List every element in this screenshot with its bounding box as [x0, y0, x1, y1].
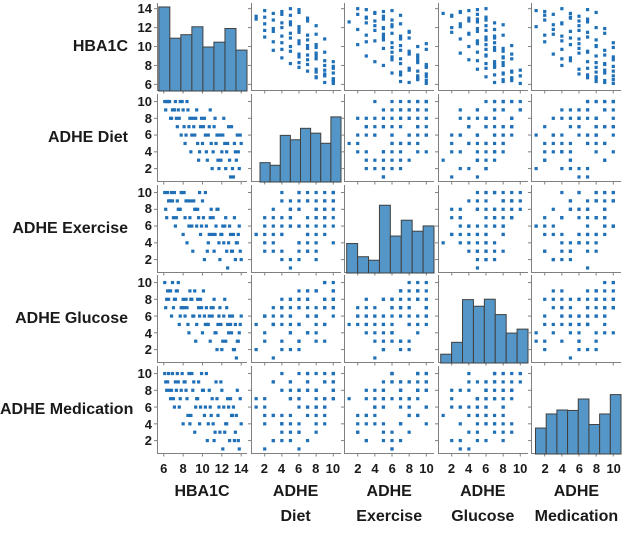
y-tick-label-exercise-8: 8 [144, 201, 152, 217]
x-tick-label-glucose-4: 4 [465, 461, 473, 476]
x-tick-label-exercise-10: 10 [419, 461, 434, 476]
x-tick-label-medication-8: 8 [592, 461, 601, 476]
scatter-panel-exercise-diet [247, 184, 341, 276]
x-tick-label-hba1c-6: 6 [160, 461, 168, 476]
y-tick-label-glucose-6: 6 [144, 308, 152, 324]
y-tick-label-exercise-4: 4 [144, 234, 152, 250]
scatter-panel-glucose-medication [528, 275, 622, 366]
row-label-glucose: ADHE Glucose [15, 310, 128, 328]
y-tick-label-diet-4: 4 [144, 144, 152, 160]
scatter-panel-exercise-glucose [434, 184, 528, 276]
histogram-panel-hba1c-hba1c [154, 3, 248, 94]
x-tick-label-hba1c-12: 12 [214, 461, 230, 476]
y-tick-label-exercise-6: 6 [144, 218, 152, 234]
x-tick-label-exercise-6: 6 [388, 461, 396, 476]
row-label-diet: ADHE Diet [47, 128, 128, 146]
y-tick-label-hba1c-6: 6 [144, 76, 152, 92]
x-tick-label-medication-6: 6 [575, 461, 584, 476]
row-label-exercise: ADHE Exercise [12, 219, 128, 237]
y-tick-label-hba1c-10: 10 [137, 39, 152, 55]
scatter-panel-hba1c-medication [528, 3, 622, 94]
x-tick-label-medication-4: 4 [558, 461, 566, 476]
scatter-panel-glucose-hba1c [154, 275, 247, 366]
x-tick-label-glucose-10: 10 [512, 461, 528, 476]
x-tick-label-hba1c-14: 14 [233, 461, 249, 476]
scatter-panel-exercise-hba1c [154, 184, 247, 276]
y-tick-label-diet-2: 2 [144, 160, 152, 176]
x-tick-label-medication-2: 2 [541, 461, 549, 476]
y-tick-label-diet-8: 8 [144, 110, 152, 126]
scatter-panel-medication-diet [247, 366, 341, 457]
col-title-glucose-line2: Glucose [451, 508, 515, 525]
scatter-panel-medication-exercise [341, 366, 435, 457]
x-tick-label-exercise-4: 4 [371, 461, 379, 476]
x-tick-label-exercise-8: 8 [405, 461, 413, 476]
y-tick-label-medication-2: 2 [144, 433, 152, 449]
scatter-panel-exercise-medication [528, 184, 622, 276]
y-tick-label-glucose-8: 8 [144, 292, 152, 308]
scatter-panel-hba1c-glucose [434, 3, 528, 94]
y-tick-label-medication-10: 10 [137, 366, 152, 382]
y-tick-label-diet-6: 6 [144, 127, 152, 143]
y-tick-label-glucose-2: 2 [144, 342, 152, 358]
scatter-panel-medication-hba1c [154, 366, 247, 457]
scatter-panel-diet-hba1c [154, 93, 247, 185]
row-label-medication: ADHE Medication [0, 401, 134, 419]
col-title-exercise-line2: Exercise [356, 508, 423, 525]
y-tick-label-medication-8: 8 [144, 383, 152, 398]
histogram-panel-medication-medication [528, 366, 622, 457]
x-tick-label-diet-6: 6 [294, 461, 303, 476]
y-tick-label-hba1c-8: 8 [144, 57, 152, 73]
x-tick-label-diet-4: 4 [277, 461, 286, 476]
x-tick-label-diet-10: 10 [325, 461, 341, 476]
x-tick-label-hba1c-8: 8 [179, 461, 187, 476]
x-tick-label-glucose-8: 8 [499, 461, 507, 476]
y-tick-label-exercise-2: 2 [144, 251, 152, 267]
y-tick-label-glucose-10: 10 [137, 275, 152, 291]
row-label-hba1c: HBA1C [72, 38, 128, 55]
scatter-panel-hba1c-diet [247, 3, 341, 94]
col-title-exercise-line1: ADHE [366, 483, 412, 500]
y-tick-label-hba1c-12: 12 [137, 20, 152, 36]
x-tick-label-hba1c-10: 10 [195, 461, 210, 476]
scatter-panel-hba1c-exercise [341, 3, 435, 94]
y-tick-label-diet-10: 10 [137, 93, 152, 109]
col-title-diet-line1: ADHE [272, 483, 319, 500]
histogram-panel-exercise-exercise [341, 184, 435, 276]
y-tick-label-medication-4: 4 [144, 416, 152, 432]
scatter-panel-diet-medication [528, 93, 622, 185]
scatter-panel-diet-glucose [434, 93, 528, 185]
x-tick-label-diet-2: 2 [260, 461, 268, 476]
histogram-panel-glucose-glucose [434, 275, 529, 366]
x-tick-label-medication-10: 10 [606, 461, 621, 476]
scatter-panel-glucose-exercise [341, 275, 435, 366]
scatter-panel-glucose-diet [247, 275, 341, 366]
scatter-panel-medication-glucose [434, 366, 528, 457]
y-tick-label-medication-6: 6 [144, 399, 152, 415]
y-tick-label-hba1c-14: 14 [137, 1, 152, 17]
x-tick-label-exercise-2: 2 [354, 461, 362, 476]
histogram-panel-diet-diet [247, 93, 342, 185]
y-tick-label-glucose-4: 4 [144, 325, 152, 341]
x-tick-label-glucose-6: 6 [482, 461, 490, 476]
x-tick-label-diet-8: 8 [312, 461, 320, 476]
col-title-glucose-line1: ADHE [460, 483, 506, 500]
y-tick-label-exercise-10: 10 [137, 184, 152, 200]
col-title-medication-line1: ADHE [553, 483, 600, 500]
scatter-panel-diet-exercise [341, 93, 435, 185]
col-title-diet-line2: Diet [280, 508, 311, 525]
col-title-medication-line2: Medication [534, 508, 619, 525]
col-title-hba1c-line1: HBA1C [174, 483, 230, 500]
x-tick-label-glucose-2: 2 [447, 461, 456, 476]
